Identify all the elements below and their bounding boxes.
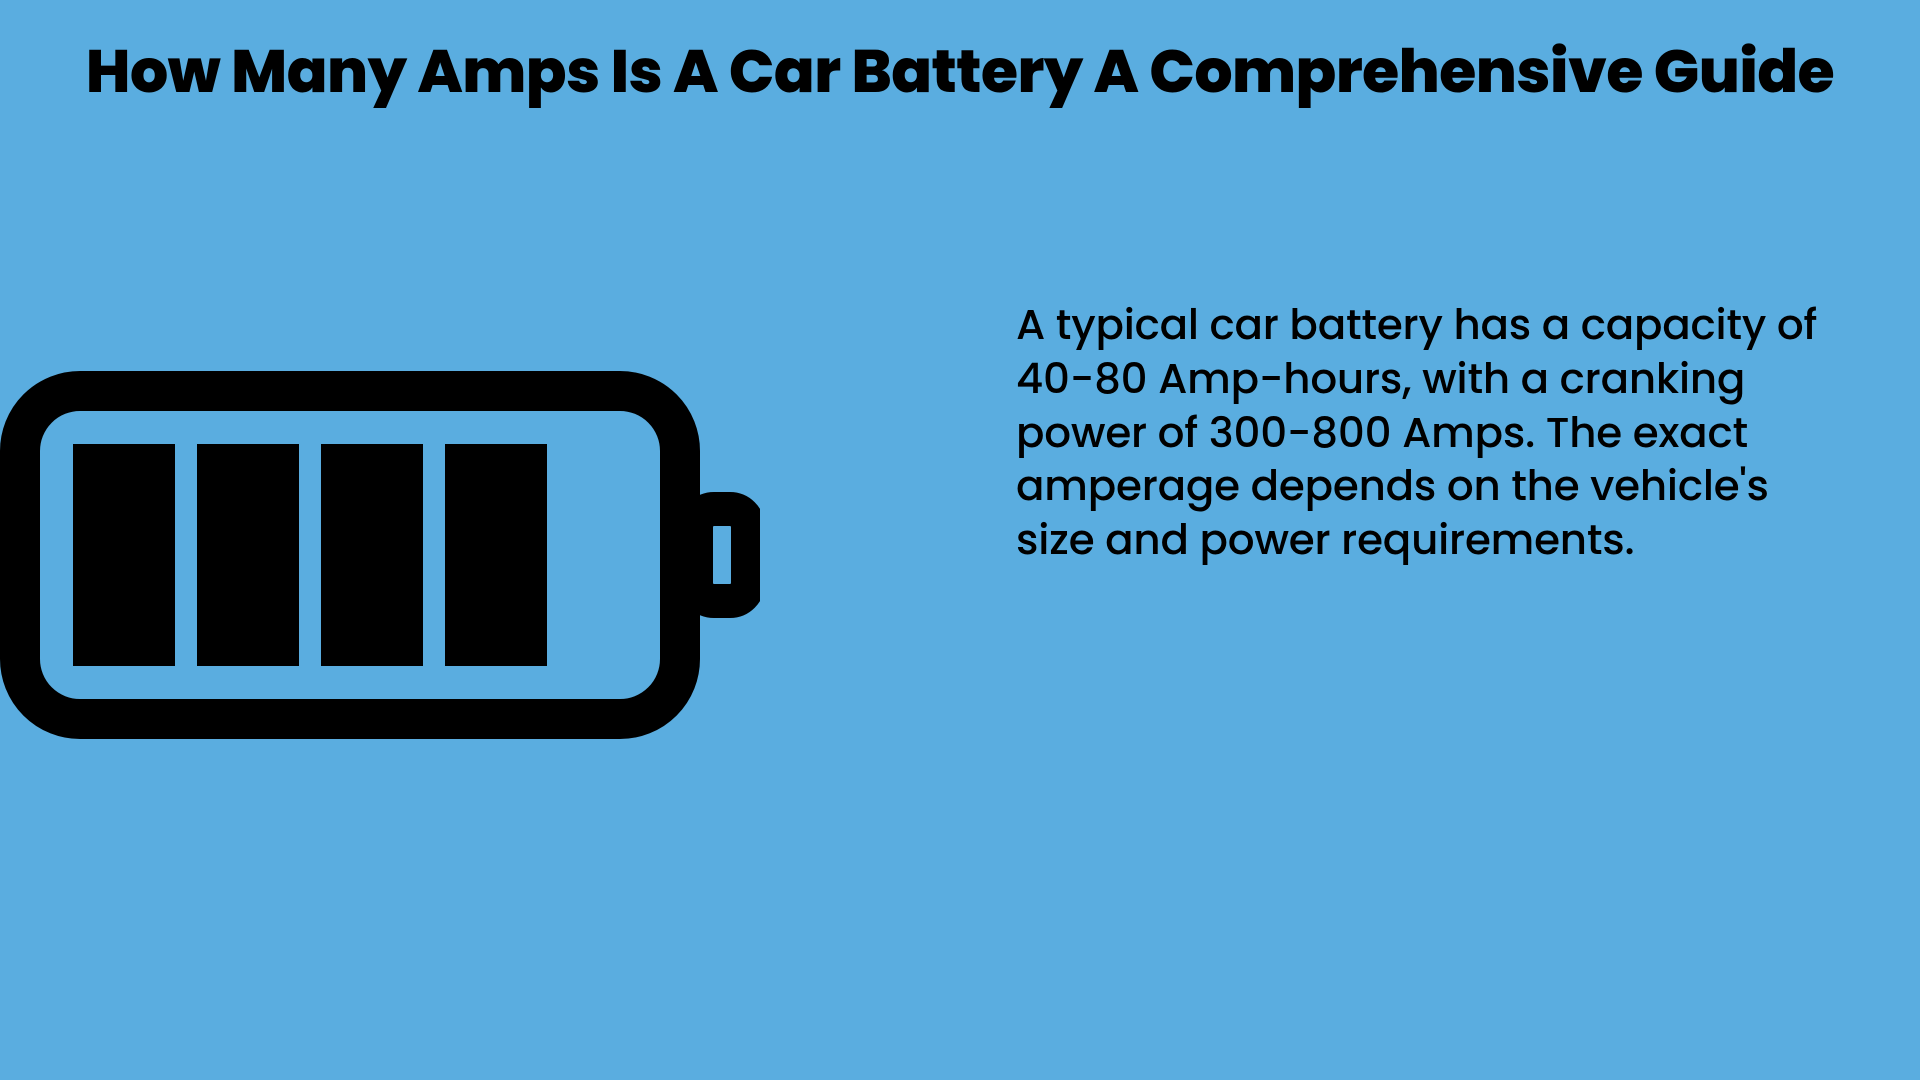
battery-icon [0, 365, 760, 752]
page-title: How Many Amps Is A Car Battery A Compreh… [0, 26, 1920, 116]
body-text: A typical car battery has a capacity of … [1016, 298, 1836, 567]
